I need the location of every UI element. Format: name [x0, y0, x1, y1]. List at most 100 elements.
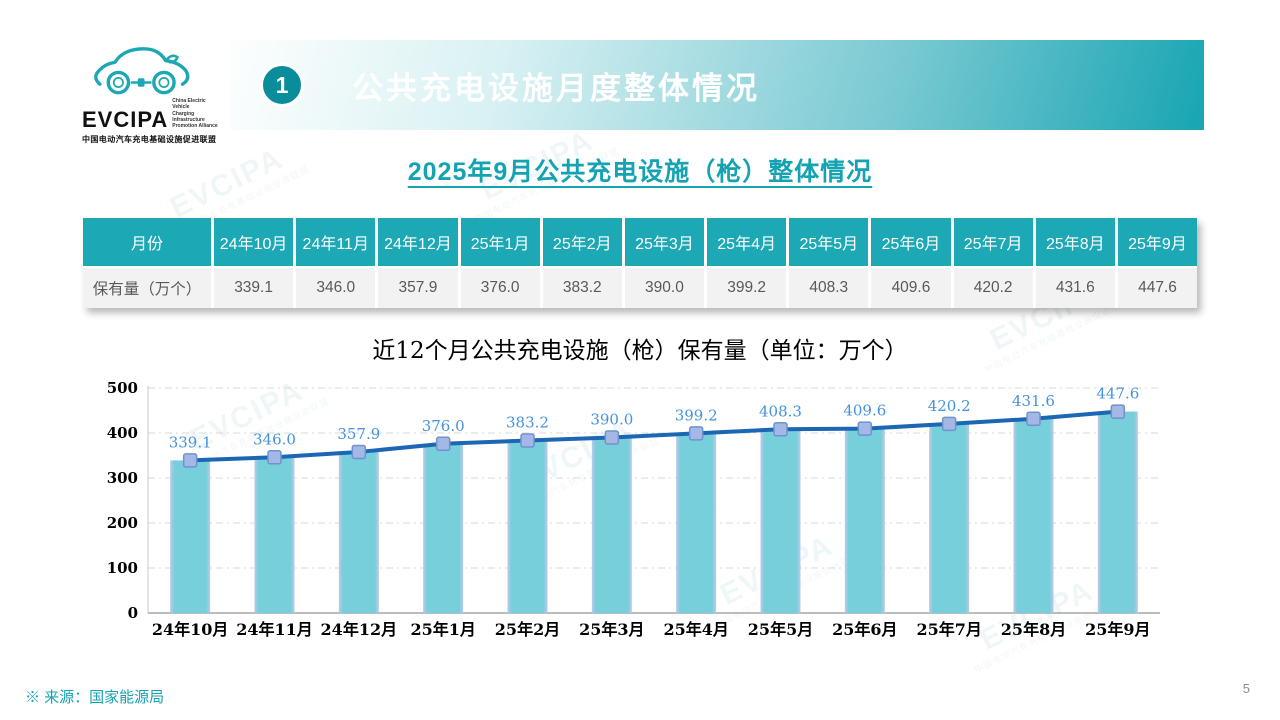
ev-car-icon [94, 47, 190, 95]
line-marker [435, 436, 451, 452]
line-marker [520, 433, 535, 448]
line-marker [182, 453, 198, 468]
monthly-data-table: 月份 24年10月 24年11月 24年12月 25年1月 25年2月 25年3月 25年4月… [83, 218, 1198, 308]
data-label: 447.6 [1096, 385, 1139, 403]
line-marker [688, 426, 704, 441]
data-label: 409.6 [843, 402, 886, 420]
table-value-cell: 420.2 [953, 268, 1033, 308]
table-value-cell: 383.2 [542, 268, 622, 308]
line-marker [1026, 411, 1041, 427]
chart-bar [170, 460, 211, 613]
x-axis-tick-label: 24年10月 [152, 620, 229, 639]
line-marker [604, 430, 620, 445]
y-axis-tick-label: 100 [107, 559, 138, 577]
data-label: 357.9 [337, 425, 380, 443]
table-value-cell: 346.0 [296, 268, 376, 308]
data-label: 383.2 [506, 414, 549, 432]
data-label: 346.0 [253, 430, 296, 448]
line-marker [773, 422, 788, 437]
x-axis-tick-label: 24年11月 [236, 620, 313, 639]
chart-bar [676, 433, 717, 613]
table-month-header: 25年6月 [871, 218, 951, 266]
x-axis-tick-label: 25年8月 [1001, 620, 1066, 639]
logo-chinese-name: 中国电动汽车充电基础设施促进联盟 [82, 135, 217, 145]
x-axis-tick-label: 25年9月 [1085, 620, 1150, 639]
chart-bar [1097, 411, 1138, 613]
y-axis-tick-label: 200 [107, 514, 138, 532]
table-month-header: 25年4月 [707, 218, 787, 266]
logo-wordmark: EVCIPA [82, 107, 169, 133]
x-axis-tick-label: 25年7月 [916, 620, 981, 639]
logo-en-line3: Promotion Alliance [172, 123, 218, 129]
x-axis-tick-label: 25年1月 [410, 620, 475, 639]
table-data-row: 保有量（万个） 339.1 346.0 357.9 376.0 383.2 390.0 399… [83, 268, 1198, 308]
table-month-header: 24年11月 [296, 218, 376, 266]
data-label: 408.3 [759, 402, 802, 420]
table-month-header: 24年12月 [378, 218, 458, 266]
y-axis-tick-label: 300 [107, 469, 138, 487]
evcipa-logo: EVCIPA China Electric Vehicle Charging I… [82, 42, 218, 145]
table-month-header: 24年10月 [214, 218, 294, 266]
x-axis-tick-label: 24年12月 [321, 620, 398, 639]
line-marker [941, 416, 957, 432]
chart-bar [591, 437, 632, 613]
trend-line [188, 409, 1120, 463]
line-marker [267, 450, 282, 465]
x-axis-tick-label: 25年3月 [579, 620, 644, 639]
table-month-header: 25年3月 [624, 218, 705, 266]
table-header-row: 月份 24年10月 24年11月 24年12月 25年1月 25年2月 25年3月 25年4月… [83, 218, 1198, 266]
table-value-cell: 357.9 [378, 268, 458, 308]
table-value-cell: 409.6 [871, 268, 951, 308]
data-label: 399.2 [675, 406, 718, 424]
chart-bar [1013, 418, 1054, 613]
table-value-cell: 408.3 [789, 268, 869, 308]
table-corner-header: 月份 [83, 218, 211, 266]
x-axis-tick-label: 25年6月 [832, 620, 897, 639]
table-value-cell: 431.6 [1035, 268, 1115, 308]
logo-en-line2: Charging Infrastructure [172, 110, 205, 123]
line-marker [1110, 404, 1126, 419]
chart-bar [254, 457, 295, 613]
line-marker [857, 421, 873, 436]
chart-title: 近12个月公共充电设施（枪）保有量（单位：万个） [372, 338, 908, 364]
data-label: 420.2 [928, 397, 971, 415]
section-banner: 1 公共充电设施月度整体情况 [230, 40, 1204, 130]
logo-english-name: China Electric Vehicle Charging Infrastr… [172, 98, 218, 131]
table-value-cell: 339.1 [214, 268, 294, 308]
table-row-label: 保有量（万个） [83, 268, 211, 308]
x-axis-tick-label: 25年5月 [748, 620, 813, 639]
data-label: 376.0 [422, 417, 465, 435]
y-axis-tick-label: 400 [107, 424, 138, 442]
slide-subtitle-text: 2025年9月公共充电设施（枪）整体情况 [407, 158, 873, 186]
page-number: 5 [1242, 681, 1250, 696]
ownership-bar-line-chart: 0 100 200 300 400 500 24年10月 24年11月 24年12月 25年1月 2… [107, 379, 1160, 639]
logo-en-line1: China Electric Vehicle [172, 98, 206, 111]
table-month-header: 25年9月 [1117, 218, 1198, 266]
chart-bar [423, 443, 464, 613]
slide-subtitle: 2025年9月公共充电设施（枪）整体情况 [0, 152, 1280, 188]
chart-bar [338, 451, 379, 613]
table-month-header: 25年2月 [542, 218, 622, 266]
table-value-cell: 399.2 [707, 268, 787, 308]
data-label: 339.1 [169, 433, 212, 451]
table-value-cell: 376.0 [460, 268, 540, 308]
table-month-header: 25年5月 [789, 218, 869, 266]
data-source-note: ※ 来源：国家能源局 [25, 689, 165, 706]
x-axis-tick-label: 25年2月 [495, 620, 560, 639]
data-label: 390.0 [590, 411, 633, 429]
chart-bar [844, 428, 885, 613]
chart-bar [507, 440, 548, 613]
line-marker [351, 444, 367, 460]
table-value-cell: 447.6 [1117, 268, 1198, 308]
x-axis-tick-label: 25年4月 [663, 620, 728, 639]
chart-bar [929, 423, 970, 613]
table-value-cell: 390.0 [624, 268, 705, 308]
y-axis-tick-label: 0 [128, 604, 138, 622]
section-title: 公共充电设施月度整体情况 [352, 70, 760, 106]
section-number-badge: 1 [260, 63, 304, 107]
chart-bar [760, 429, 801, 613]
data-label: 431.6 [1012, 392, 1055, 410]
table-month-header: 25年7月 [953, 218, 1033, 266]
y-axis-tick-label: 500 [107, 379, 138, 397]
